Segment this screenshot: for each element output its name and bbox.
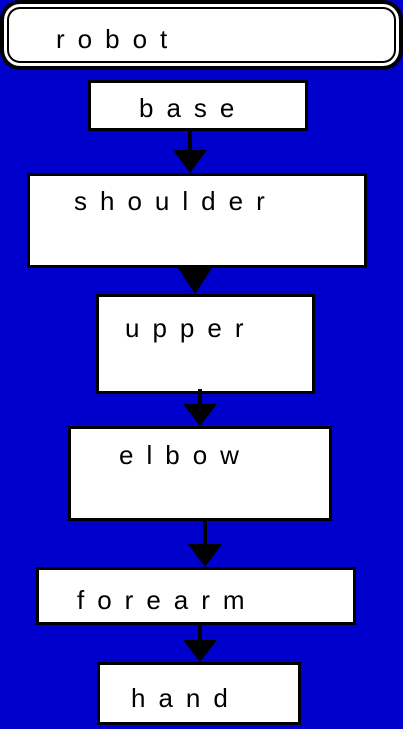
node-shoulder: shoulder: [27, 173, 367, 268]
node-hand: hand: [97, 662, 301, 725]
node-hand-label: hand: [131, 683, 241, 713]
node-elbow: elbow: [68, 426, 332, 521]
node-forearm: forearm: [36, 567, 356, 625]
node-robot-label: robot: [56, 24, 181, 54]
node-elbow-label: elbow: [119, 440, 252, 470]
node-upper: upper: [96, 294, 315, 394]
node-base: base: [88, 80, 308, 131]
arrow-shoulder-to-upper: [178, 268, 212, 294]
node-robot: robot: [0, 0, 403, 70]
arrow-upper-to-elbow: [183, 389, 217, 426]
arrow-forearm-to-hand: [183, 622, 217, 662]
arrow-elbow-to-forearm: [188, 521, 222, 567]
arrow-base-to-shoulder: [173, 131, 207, 173]
node-upper-label: upper: [125, 313, 257, 343]
node-base-label: base: [139, 93, 248, 123]
node-forearm-label: forearm: [77, 585, 258, 615]
node-shoulder-label: shoulder: [74, 186, 278, 216]
